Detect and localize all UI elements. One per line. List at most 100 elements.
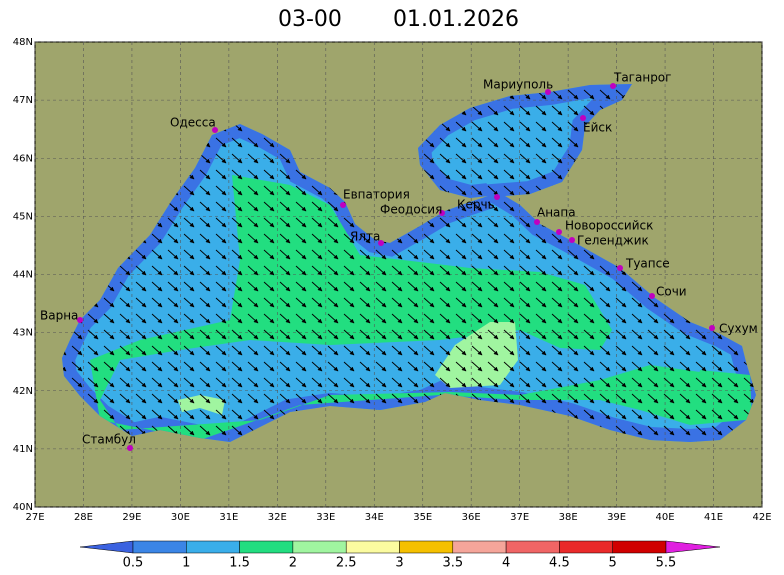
arrow [663, 425, 675, 436]
arrow [311, 201, 323, 212]
arrow [295, 377, 307, 388]
arrow [599, 265, 611, 276]
arrow [247, 201, 259, 212]
city-label: Керчь [457, 198, 495, 212]
arrow [199, 217, 211, 228]
arrow [183, 409, 195, 420]
arrow [471, 217, 483, 228]
arrow [439, 137, 451, 148]
arrow [599, 377, 611, 388]
arrow [519, 377, 531, 388]
colorbar-label: 3 [395, 556, 403, 571]
city-label: Евпатория [343, 188, 410, 202]
arrow [247, 329, 259, 340]
arrow [295, 281, 307, 292]
arrow [279, 345, 291, 356]
arrow [183, 265, 195, 276]
arrow [311, 233, 323, 244]
arrow [567, 393, 579, 404]
arrow [87, 345, 99, 356]
arrow [663, 377, 675, 388]
arrow [519, 185, 531, 196]
arrow [231, 281, 243, 292]
arrow [519, 217, 531, 228]
arrow [231, 409, 243, 420]
arrow [679, 393, 691, 404]
arrow [743, 377, 755, 388]
arrow [151, 393, 163, 404]
arrow [439, 361, 451, 372]
arrow [359, 329, 371, 340]
arrow [535, 393, 547, 404]
arrow [439, 377, 451, 388]
arrow [151, 265, 163, 276]
arrow [487, 217, 499, 228]
arrow [615, 361, 627, 372]
arrow [343, 217, 355, 228]
arrow [567, 345, 579, 356]
arrow [199, 329, 211, 340]
arrow [679, 345, 691, 356]
arrow [423, 281, 435, 292]
arrow [231, 217, 243, 228]
arrow [615, 313, 627, 324]
arrow [247, 153, 259, 164]
arrow [311, 281, 323, 292]
arrow [359, 249, 371, 260]
arrow [551, 89, 563, 100]
arrow [519, 121, 531, 132]
arrow [231, 169, 243, 180]
arrow [103, 361, 115, 372]
arrow [391, 393, 403, 404]
arrow [71, 345, 83, 356]
colorbar-segment [239, 540, 294, 554]
arrow [583, 89, 595, 100]
arrow [391, 281, 403, 292]
arrow [615, 281, 627, 292]
arrow [167, 329, 179, 340]
arrow [199, 377, 211, 388]
arrow [167, 281, 179, 292]
arrow [263, 361, 275, 372]
arrow [375, 393, 387, 404]
arrow [391, 329, 403, 340]
arrow [311, 185, 323, 196]
arrow [695, 377, 707, 388]
arrow [583, 105, 595, 116]
arrow [327, 265, 339, 276]
arrow [439, 297, 451, 308]
arrow [487, 249, 499, 260]
arrow [295, 249, 307, 260]
arrow [327, 361, 339, 372]
title-time: 03-00 [278, 7, 342, 32]
arrow [503, 361, 515, 372]
arrow [135, 409, 147, 420]
arrow [551, 137, 563, 148]
arrow [199, 233, 211, 244]
arrow [327, 393, 339, 404]
arrow [439, 329, 451, 340]
arrow [599, 313, 611, 324]
arrow [359, 345, 371, 356]
arrow [455, 265, 467, 276]
arrow [647, 393, 659, 404]
arrow [199, 297, 211, 308]
arrow [151, 233, 163, 244]
arrow [71, 361, 83, 372]
arrow [215, 201, 227, 212]
arrow [455, 361, 467, 372]
arrow [151, 329, 163, 340]
colorbar-label: 1.5 [229, 556, 250, 571]
arrow [711, 361, 723, 372]
lon-label: 27E [25, 512, 44, 523]
arrow [423, 297, 435, 308]
arrow [695, 393, 707, 404]
arrow [423, 329, 435, 340]
arrow [423, 249, 435, 260]
coastal-zone [62, 84, 756, 442]
arrow [503, 393, 515, 404]
arrow [375, 265, 387, 276]
arrow [231, 153, 243, 164]
arrow [631, 281, 643, 292]
